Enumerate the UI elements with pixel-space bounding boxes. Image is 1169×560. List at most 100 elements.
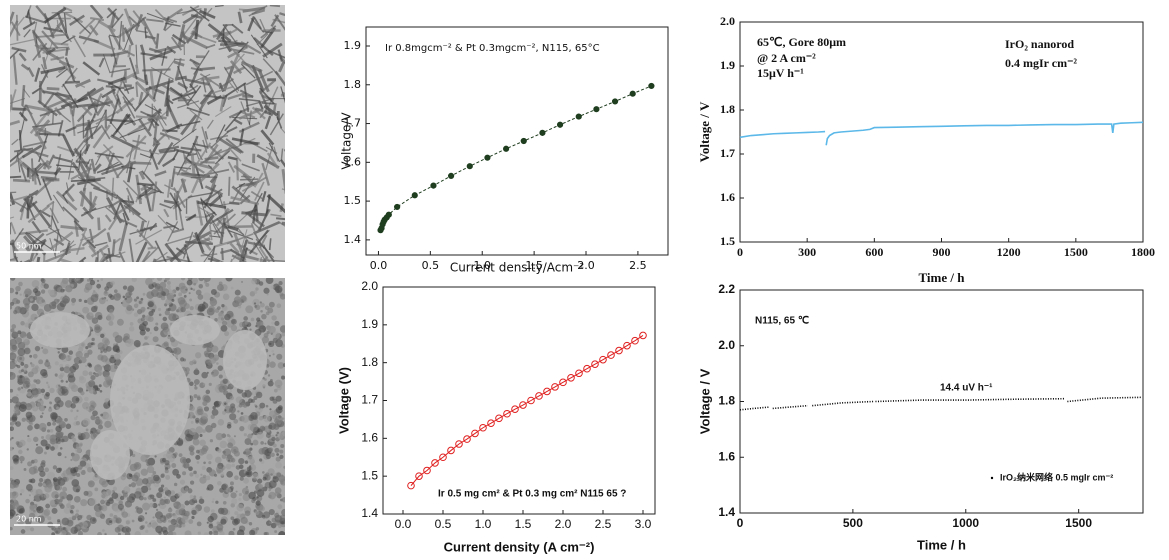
particle: [74, 446, 82, 454]
particle: [44, 451, 47, 455]
particle: [199, 439, 206, 447]
rod: [141, 170, 163, 194]
particle: [178, 453, 183, 458]
rod: [34, 150, 50, 170]
particle: [100, 355, 108, 363]
particle: [36, 515, 45, 524]
particle: [163, 496, 166, 499]
rod: [213, 239, 237, 248]
particle: [49, 499, 56, 506]
particle: [170, 518, 177, 526]
chart: 1.5 1.6 1.7 1.8 1.9 2.0 0 300 600 900 1200 1500 1800…: [697, 14, 1155, 285]
particle: [109, 497, 114, 502]
rod: [228, 229, 254, 240]
rod: [27, 11, 33, 25]
particle: [238, 493, 242, 497]
rod: [230, 48, 255, 55]
rod: [70, 167, 93, 181]
particle: [259, 458, 263, 462]
rod: [71, 80, 86, 89]
particle: [106, 313, 115, 322]
rod: [272, 103, 277, 114]
particle: [138, 300, 142, 304]
rod: [18, 52, 27, 62]
rod: [240, 63, 256, 79]
particle: [275, 415, 283, 423]
y-tick-label: 2.0: [720, 14, 735, 28]
particle: [232, 527, 236, 531]
rod: [140, 52, 168, 59]
particle: [244, 326, 248, 330]
rod: [186, 106, 210, 117]
particle: [263, 287, 270, 294]
particle: [191, 509, 197, 516]
rod: [227, 176, 231, 196]
rod: [165, 95, 171, 117]
particle: [265, 404, 269, 408]
particle: [261, 313, 267, 320]
particle: [56, 400, 64, 408]
particle: [88, 363, 93, 368]
rod: [61, 67, 78, 88]
particle: [113, 293, 121, 301]
rod: [127, 163, 134, 183]
rod: [235, 252, 244, 262]
particle: [49, 387, 55, 394]
particle: [119, 495, 125, 501]
rod: [11, 46, 27, 53]
rod: [148, 149, 159, 171]
particle: [251, 498, 256, 504]
rod: [183, 159, 213, 170]
particle: [278, 280, 283, 286]
rod: [257, 208, 271, 232]
particle: [134, 531, 141, 535]
data-point: [495, 414, 503, 423]
particle: [30, 383, 37, 390]
particle: [282, 417, 285, 420]
rod: [218, 77, 234, 90]
particle: [167, 493, 172, 498]
particle: [204, 352, 210, 358]
particle: [215, 384, 219, 387]
particle: [39, 398, 42, 401]
particle: [112, 506, 118, 512]
rod: [260, 257, 263, 262]
rod: [279, 56, 285, 65]
rod: [27, 204, 50, 224]
particle: [258, 415, 264, 421]
rod: [127, 195, 131, 213]
rod: [94, 154, 102, 166]
particle: [71, 302, 75, 306]
particle: [270, 285, 275, 290]
particle: [158, 531, 162, 535]
particle: [203, 406, 210, 412]
rod: [104, 93, 117, 111]
particle: [255, 324, 258, 328]
particle: [167, 284, 171, 289]
particle: [73, 357, 81, 365]
rod: [41, 30, 59, 50]
particle: [41, 393, 45, 396]
particle: [56, 387, 63, 394]
rod: [187, 192, 213, 199]
particle: [268, 480, 277, 489]
particle: [152, 470, 157, 475]
particle: [239, 321, 245, 328]
rod: [47, 226, 71, 243]
rod: [152, 251, 168, 262]
particle: [104, 374, 111, 382]
particle: [58, 352, 66, 360]
particle: [102, 529, 105, 532]
particle: [270, 473, 273, 476]
particle: [13, 408, 19, 414]
rod: [125, 16, 147, 35]
rod: [176, 8, 202, 15]
rod: [247, 16, 256, 32]
particle: [255, 287, 259, 291]
particle: [240, 280, 244, 283]
particle: [18, 449, 23, 455]
rod: [177, 65, 188, 93]
rod: [73, 219, 85, 232]
rod: [172, 128, 197, 147]
particle: [227, 442, 234, 449]
